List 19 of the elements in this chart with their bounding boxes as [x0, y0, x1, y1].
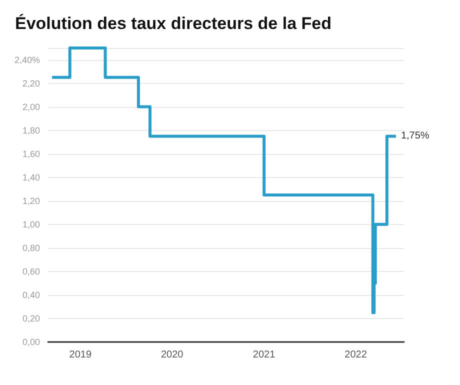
x-tick-label: 2020: [160, 350, 184, 360]
y-tick-label: 0,80: [22, 242, 40, 253]
y-tick-label: 1,60: [22, 148, 40, 159]
data-label: 1,75%: [400, 130, 430, 142]
y-tick-label: 2,20: [22, 78, 40, 88]
y-tick-label: 2,00: [22, 102, 40, 112]
y-tick-label: 1,80: [22, 125, 40, 136]
y-tick-label: 0,00: [22, 337, 40, 347]
x-tick-label: 2022: [344, 350, 368, 360]
y-tick-label: 0,20: [22, 313, 40, 324]
x-tick-label: 2019: [69, 350, 92, 360]
y-tick-label: 2,40%: [14, 54, 40, 65]
y-tick-label: 0,40: [22, 290, 40, 300]
y-tick-label: 1,00: [22, 219, 40, 230]
y-tick-label: 0,60: [22, 266, 40, 276]
x-tick-label: 2021: [252, 350, 276, 360]
y-tick-label: 1,40: [22, 172, 40, 182]
y-tick-label: 1,20: [22, 196, 40, 206]
chart-title: Évolution des taux directeurs de la Fed: [15, 13, 332, 33]
